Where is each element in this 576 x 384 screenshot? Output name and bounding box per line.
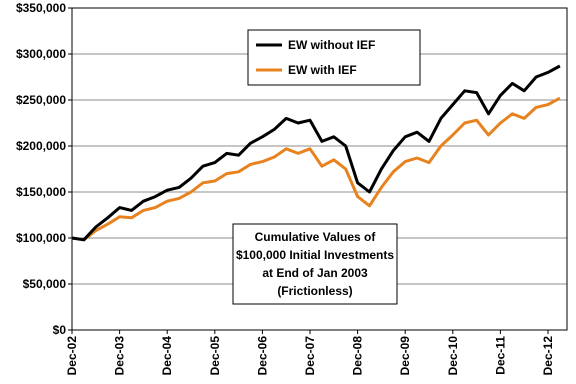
y-tick-label: $150,000 <box>16 185 66 199</box>
x-tick-label: Dec-09 <box>398 336 412 376</box>
series-line <box>71 64 561 242</box>
annotation-text: at End of Jan 2003 <box>262 266 368 280</box>
x-tick-label: Dec-12 <box>541 336 555 376</box>
annotation-text: (Frictionless) <box>277 284 352 298</box>
annotation-text: $100,000 Initial Investments <box>236 248 394 262</box>
annotation-text: Cumulative Values of <box>255 230 377 244</box>
annotation-box <box>232 223 398 305</box>
y-tick-label: $300,000 <box>16 47 66 61</box>
x-tick-label: Dec-07 <box>303 336 317 376</box>
legend-label: EW with IEF <box>288 63 357 77</box>
x-tick-label: Dec-08 <box>351 336 365 376</box>
legend-box <box>247 29 421 86</box>
y-tick-label: $0 <box>53 323 67 337</box>
x-tick-label: Dec-03 <box>113 336 127 376</box>
y-tick-label: $100,000 <box>16 231 66 245</box>
x-tick-label: Dec-04 <box>160 336 174 376</box>
x-tick-label: Dec-06 <box>255 336 269 376</box>
x-tick-label: Dec-05 <box>208 336 222 376</box>
x-tick-label: Dec-11 <box>493 336 507 375</box>
legend-label: EW without IEF <box>288 38 375 52</box>
y-tick-label: $200,000 <box>16 139 66 153</box>
plot-frame <box>71 7 568 331</box>
y-tick-label: $50,000 <box>23 277 67 291</box>
x-tick-label: Dec-02 <box>65 336 79 376</box>
series-line <box>71 96 561 242</box>
y-tick-label: $250,000 <box>16 93 66 107</box>
x-tick-label: Dec-10 <box>446 336 460 376</box>
y-tick-label: $350,000 <box>16 1 66 15</box>
